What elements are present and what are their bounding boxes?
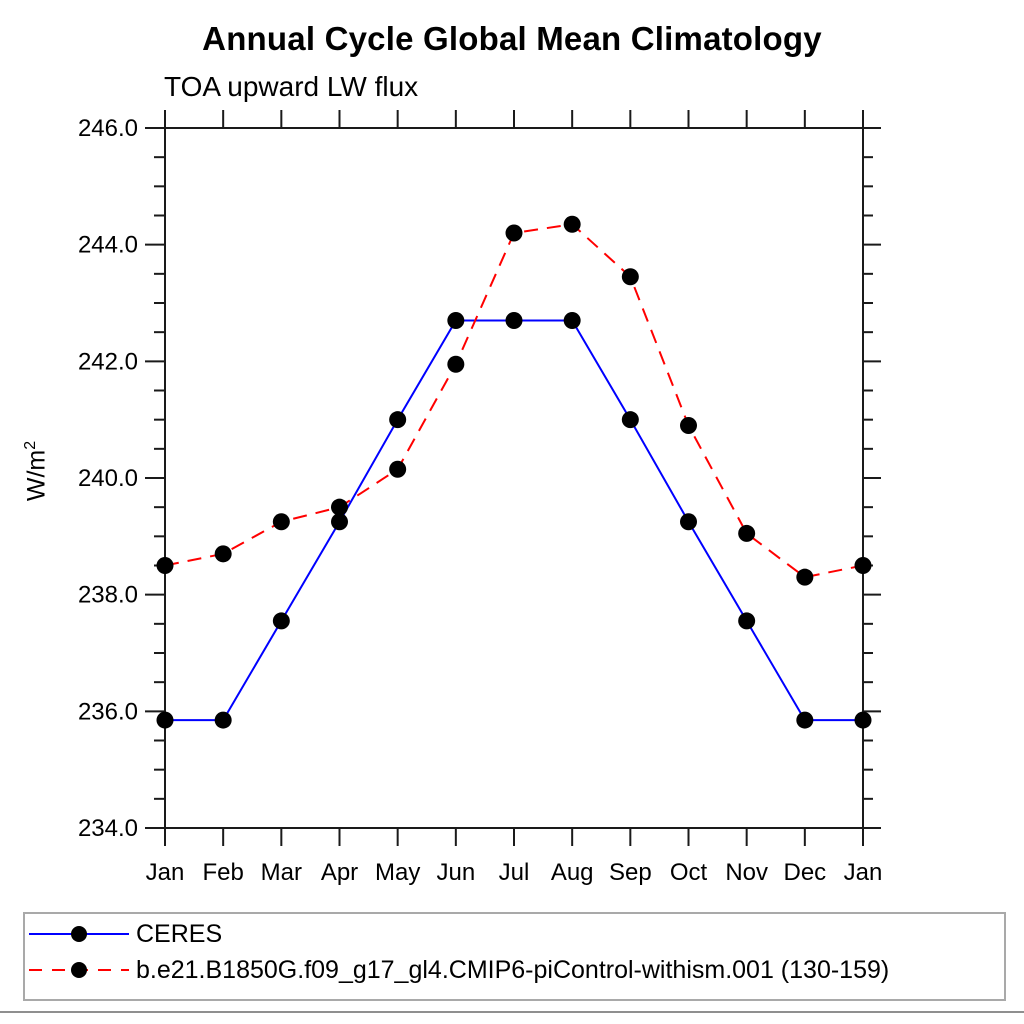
annual-cycle-line-chart: 234.0 236.0 238.0 240.0 242.0 244.0 246.0 Jan Fe… xyxy=(78,110,883,886)
series-1-marker xyxy=(505,224,523,242)
legend-line-sample xyxy=(29,926,129,942)
series-1-marker xyxy=(854,557,872,574)
x-tick-label: Jan xyxy=(146,859,185,886)
series-1-marker xyxy=(621,268,639,286)
x-tick-label: Jun xyxy=(436,859,475,886)
series-1-marker xyxy=(156,557,174,574)
series-0-marker xyxy=(156,711,174,729)
series-1-marker xyxy=(796,568,814,586)
chart-subtitle: TOA upward LW flux xyxy=(164,71,419,102)
series-1-marker xyxy=(214,545,232,563)
y-tick-label: 236.0 xyxy=(78,698,138,725)
x-tick-label: Nov xyxy=(725,859,768,886)
y-tick-label: 246.0 xyxy=(78,115,138,142)
series-1-marker xyxy=(331,498,348,516)
series-line-0 xyxy=(165,319,863,722)
x-tick-label: Jul xyxy=(499,859,530,886)
series-0-marker xyxy=(331,513,348,531)
series-line-1 xyxy=(164,223,864,579)
series-1-marker xyxy=(738,524,756,542)
x-tick-label: Feb xyxy=(202,859,243,886)
marker-dot-icon xyxy=(71,926,87,942)
x-tick-label: Aug xyxy=(551,859,594,886)
series-0-marker xyxy=(680,513,697,531)
series-0-marker xyxy=(272,612,290,630)
chart-title: Annual Cycle Global Mean Climatology xyxy=(202,20,822,57)
series-0-marker xyxy=(796,711,814,729)
y-tick-label: 244.0 xyxy=(78,232,138,259)
legend-label: b.e21.B1850G.f09_g17_gl4.CMIP6-piControl… xyxy=(136,955,890,984)
series-0-marker xyxy=(621,411,639,429)
legend-box: CERES b.e21.B1850G.f09_g17_gl4.CMIP6-piCo… xyxy=(23,912,1006,1001)
legend-item: b.e21.B1850G.f09_g17_gl4.CMIP6-piControl… xyxy=(29,953,889,987)
series-0-marker xyxy=(505,312,523,329)
y-tick-label: 238.0 xyxy=(78,582,138,609)
series-0-marker xyxy=(447,312,465,329)
x-tick-label: May xyxy=(375,859,420,886)
series-0-marker xyxy=(738,612,756,630)
legend-label: CERES xyxy=(136,919,223,948)
legend-line-sample xyxy=(29,962,129,978)
series-1-marker xyxy=(447,355,465,373)
marker-dot-icon xyxy=(71,962,87,978)
x-tick-label: Oct xyxy=(670,859,708,886)
series-0-marker xyxy=(854,711,872,729)
y-tick-label: 240.0 xyxy=(78,465,138,492)
series-0-marker xyxy=(389,411,407,429)
series-0-marker xyxy=(563,312,581,329)
y-tick-label: 234.0 xyxy=(78,815,138,842)
series-1-marker xyxy=(680,417,697,434)
series-1-marker xyxy=(272,513,290,531)
x-tick-label: Jan xyxy=(844,859,883,886)
x-tick-label: Dec xyxy=(783,859,826,886)
series-0-marker xyxy=(214,711,232,729)
bottom-separator-line xyxy=(0,1011,1024,1013)
legend-item: CERES xyxy=(29,917,222,951)
x-tick-label: Apr xyxy=(321,859,358,886)
y-tick-label: 242.0 xyxy=(78,348,138,375)
x-tick-label: Sep xyxy=(609,859,652,886)
x-tick-label: Mar xyxy=(261,859,302,886)
series-1-marker xyxy=(563,215,581,233)
series-1-marker xyxy=(389,460,407,478)
